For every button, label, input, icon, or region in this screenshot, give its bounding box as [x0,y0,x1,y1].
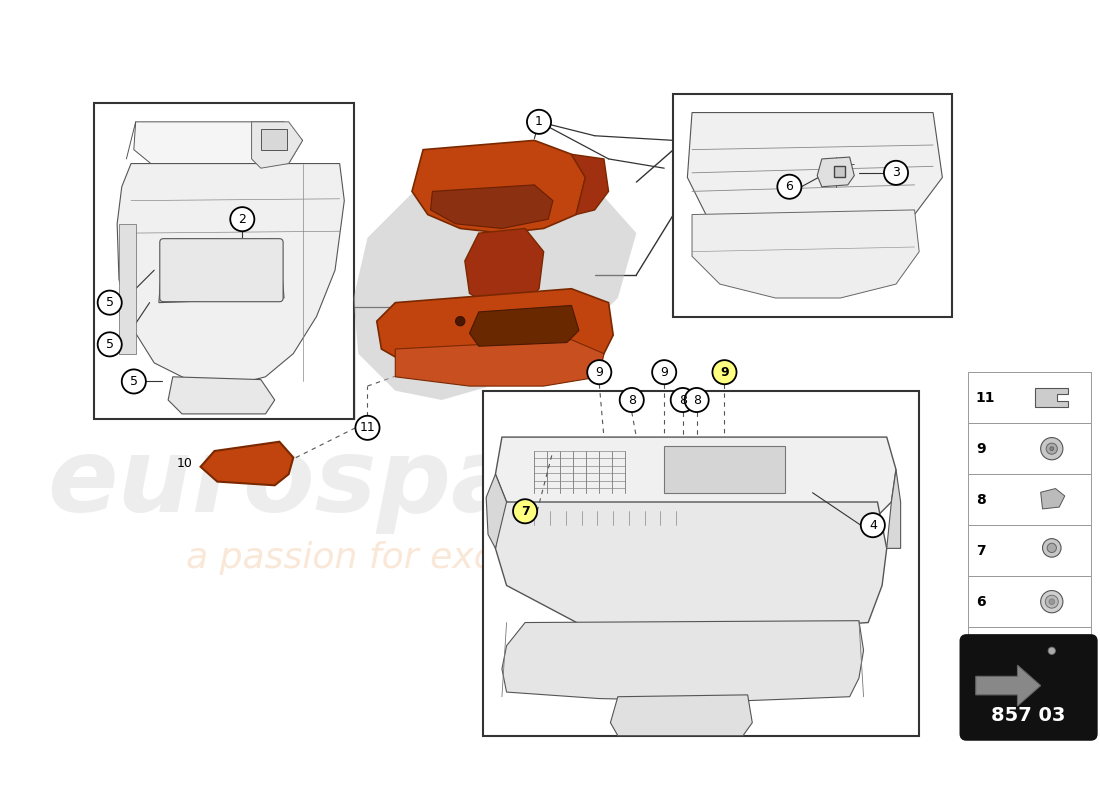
Polygon shape [377,289,613,377]
Polygon shape [353,178,637,400]
Text: 7: 7 [520,505,529,518]
FancyBboxPatch shape [160,238,283,302]
Polygon shape [134,122,302,168]
Polygon shape [495,502,887,632]
Circle shape [1046,443,1057,454]
FancyBboxPatch shape [483,390,920,736]
Circle shape [713,360,737,384]
Polygon shape [1041,489,1065,509]
Circle shape [1048,647,1056,654]
Circle shape [1041,438,1063,460]
Polygon shape [395,340,604,386]
FancyBboxPatch shape [673,94,952,317]
Text: 3: 3 [892,166,900,179]
Text: 8: 8 [693,394,701,406]
Polygon shape [502,621,864,702]
Text: eurospares: eurospares [47,433,706,534]
Circle shape [122,370,146,394]
Polygon shape [887,470,901,548]
FancyBboxPatch shape [968,576,1091,627]
Text: 8: 8 [976,493,986,506]
FancyBboxPatch shape [961,635,1097,739]
Text: 8: 8 [628,394,636,406]
Text: 9: 9 [660,366,668,378]
FancyBboxPatch shape [94,103,353,418]
Polygon shape [412,140,585,233]
Circle shape [1049,599,1055,605]
Circle shape [671,388,695,412]
Circle shape [1044,642,1060,659]
Circle shape [884,161,909,185]
Polygon shape [158,241,284,302]
Circle shape [230,207,254,231]
Polygon shape [430,185,553,229]
Circle shape [1043,538,1062,557]
Polygon shape [1035,389,1068,407]
FancyBboxPatch shape [968,627,1091,678]
Text: 4: 4 [869,518,877,532]
Polygon shape [486,474,507,548]
Text: 5: 5 [106,338,113,351]
Text: 8: 8 [679,394,686,406]
Circle shape [619,388,644,412]
Circle shape [98,332,122,357]
Polygon shape [817,157,855,186]
FancyBboxPatch shape [664,446,784,493]
Text: 9: 9 [976,442,986,456]
Text: 9: 9 [720,366,729,378]
Polygon shape [976,665,1041,706]
FancyBboxPatch shape [968,474,1091,525]
Circle shape [1049,447,1054,450]
Text: 11: 11 [360,422,375,434]
Polygon shape [572,154,608,214]
FancyBboxPatch shape [968,525,1091,576]
Text: 857 03: 857 03 [991,706,1066,725]
Text: 5: 5 [976,646,986,660]
Circle shape [1045,595,1058,608]
Polygon shape [610,695,752,736]
Circle shape [513,499,537,523]
Text: 5: 5 [106,296,113,309]
Circle shape [355,416,380,440]
Circle shape [684,388,708,412]
Circle shape [455,317,465,326]
Circle shape [1047,543,1056,553]
Text: 5: 5 [130,375,138,388]
Text: a passion for excellence: a passion for excellence [186,541,623,574]
FancyBboxPatch shape [968,372,1091,423]
Polygon shape [465,229,543,307]
FancyBboxPatch shape [261,130,287,150]
Polygon shape [692,210,920,298]
FancyBboxPatch shape [834,166,845,178]
Text: 2: 2 [239,213,246,226]
Text: 9: 9 [595,366,603,378]
Polygon shape [200,442,294,486]
Text: 7: 7 [976,544,986,558]
Circle shape [98,290,122,314]
Circle shape [587,360,612,384]
Polygon shape [470,306,579,346]
Text: 11: 11 [976,390,996,405]
Circle shape [778,174,802,198]
FancyBboxPatch shape [968,423,1091,474]
Circle shape [1041,590,1063,613]
Polygon shape [117,163,344,386]
Text: 1: 1 [535,115,543,128]
Text: 6: 6 [976,594,986,609]
Polygon shape [495,437,896,525]
Polygon shape [688,113,943,238]
Text: 10: 10 [177,457,192,470]
Text: 6: 6 [785,180,793,194]
Circle shape [652,360,676,384]
Circle shape [527,110,551,134]
Polygon shape [119,224,135,354]
Circle shape [861,513,884,538]
Polygon shape [252,122,302,168]
Polygon shape [168,377,275,414]
